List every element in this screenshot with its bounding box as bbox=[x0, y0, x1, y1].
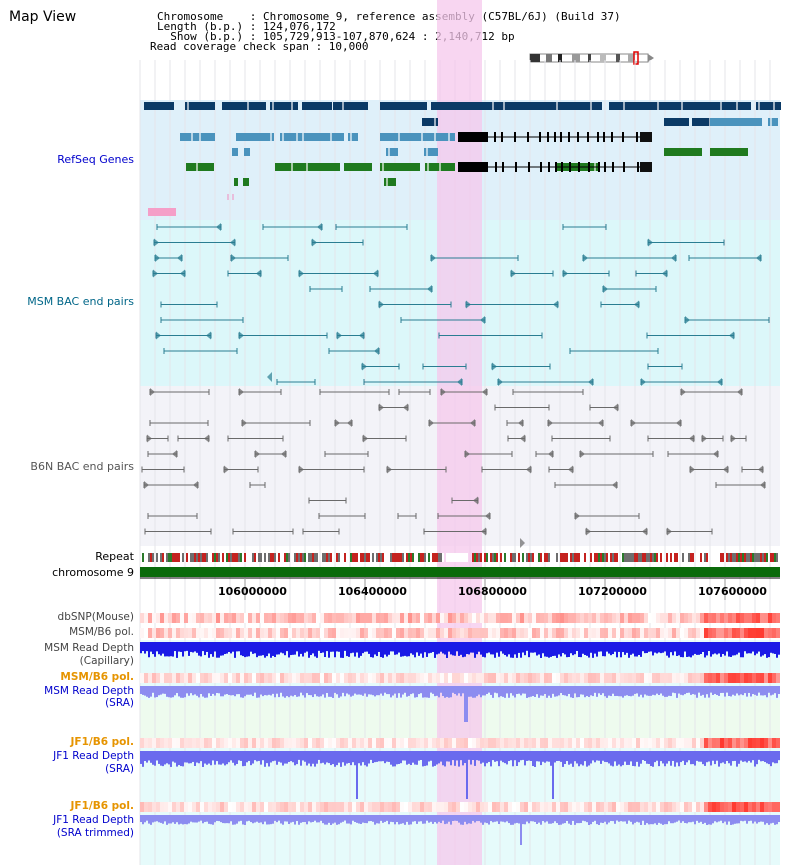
axis-tick-label: 107200000 bbox=[578, 585, 647, 598]
gene-feature bbox=[232, 148, 238, 156]
gene-feature bbox=[384, 178, 396, 186]
track-label-refseq[interactable]: RefSeq Genes bbox=[57, 153, 134, 166]
track-label-msm-b6-pol-2[interactable]: MSM/B6 pol. bbox=[60, 671, 134, 683]
gene-feature bbox=[144, 102, 174, 110]
gene-feature bbox=[180, 133, 215, 141]
gene-feature bbox=[333, 102, 368, 110]
chromosome-bar bbox=[140, 567, 780, 577]
page-title: Map View bbox=[9, 9, 77, 25]
gene-feature bbox=[234, 178, 238, 186]
selection-highlight bbox=[437, 0, 482, 865]
gene-feature bbox=[424, 148, 438, 156]
track-label-chromosome[interactable]: chromosome 9 bbox=[52, 566, 134, 579]
gene-feature bbox=[348, 133, 358, 141]
chromosome-ideogram[interactable] bbox=[528, 51, 658, 65]
axis-tick-label: 107600000 bbox=[698, 585, 767, 598]
gene-feature bbox=[756, 102, 781, 110]
gene-feature bbox=[431, 102, 589, 110]
gene-feature bbox=[236, 133, 274, 141]
gene-feature bbox=[270, 102, 298, 110]
axis-tick-label: 106000000 bbox=[218, 585, 287, 598]
gene-feature bbox=[186, 163, 214, 171]
gene-feature bbox=[280, 133, 344, 141]
track-label-msm-depth-sra[interactable]: MSM Read Depth bbox=[44, 685, 134, 697]
track-label-msm-bac[interactable]: MSM BAC end pairs bbox=[27, 295, 134, 308]
track-label-b6n-bac[interactable]: B6N BAC end pairs bbox=[30, 460, 134, 473]
gene-feature bbox=[422, 118, 438, 126]
refseq-pink-feature bbox=[148, 208, 176, 216]
track-label-msm-depth-sra-sub: (SRA) bbox=[105, 697, 134, 709]
coverage-span-info: Read coverage check span : 10,000 bbox=[150, 40, 369, 53]
axis-tick-label: 106400000 bbox=[338, 585, 407, 598]
track-label-jf1-depth-trim-sub: (SRA trimmed) bbox=[56, 827, 134, 839]
gene-feature bbox=[710, 118, 762, 126]
gene-feature bbox=[244, 148, 250, 156]
gene-feature bbox=[664, 118, 689, 126]
gene-feature bbox=[572, 102, 602, 110]
track-label-msm-depth-cap[interactable]: MSM Read Depth bbox=[44, 642, 134, 654]
track-label-jf1-b6-pol-1[interactable]: JF1/B6 pol. bbox=[70, 736, 134, 748]
track-label-jf1-b6-pol-2[interactable]: JF1/B6 pol. bbox=[70, 800, 134, 812]
track-label-jf1-depth-sra-sub: (SRA) bbox=[105, 763, 134, 775]
track-label-dbsnp[interactable]: dbSNP(Mouse) bbox=[57, 611, 134, 623]
length-info: Length (b.p.) : 124,076,172 bbox=[157, 20, 336, 33]
track-label-repeat[interactable]: Repeat bbox=[95, 550, 134, 563]
gene-feature bbox=[386, 148, 398, 156]
gene-feature bbox=[664, 148, 702, 156]
gene-feature bbox=[768, 118, 778, 126]
gene-feature bbox=[243, 178, 249, 186]
track-label-msm-b6-pol-1[interactable]: MSM/B6 pol. bbox=[69, 626, 134, 638]
gene-feature bbox=[222, 102, 266, 110]
gene-feature bbox=[380, 102, 427, 110]
axis-tick-label: 106800000 bbox=[458, 585, 527, 598]
gene-feature bbox=[185, 102, 215, 110]
gene-feature bbox=[344, 163, 372, 171]
track-label-msm-depth-cap-sub: (Capillary) bbox=[79, 655, 134, 667]
gene-feature bbox=[380, 133, 455, 141]
gene-feature bbox=[710, 148, 748, 156]
track-label-jf1-depth-trim[interactable]: JF1 Read Depth bbox=[53, 814, 134, 826]
gene-feature bbox=[302, 102, 332, 110]
track-label-jf1-depth-sra[interactable]: JF1 Read Depth bbox=[53, 750, 134, 762]
gene-feature bbox=[380, 163, 420, 171]
gene-feature bbox=[609, 102, 751, 110]
